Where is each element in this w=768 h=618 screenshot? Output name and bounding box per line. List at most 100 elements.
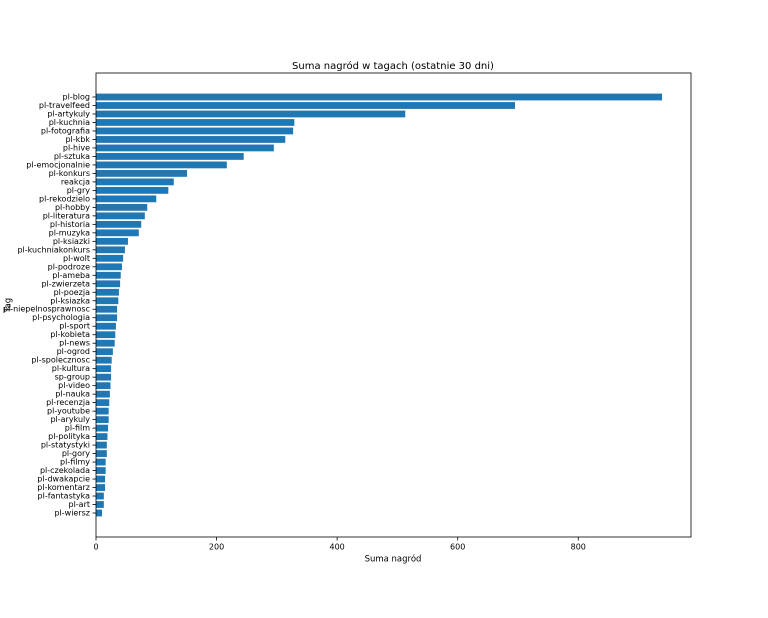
bar — [96, 390, 110, 398]
y-axis-label: Tag — [4, 298, 14, 313]
bar — [96, 365, 112, 373]
bar — [96, 433, 108, 440]
y-tick-label: pl-hobby — [55, 203, 90, 212]
bar — [96, 186, 169, 194]
plot-frame — [95, 72, 692, 538]
bar — [96, 178, 174, 186]
y-tick-label: pl-czekolada — [40, 466, 90, 475]
x-tick-label: 200 — [209, 543, 224, 552]
y-tick-label: sp-group — [55, 373, 90, 382]
bar — [96, 475, 106, 483]
bar — [96, 102, 515, 109]
bar — [96, 297, 119, 305]
y-tick-label: pl-komentarz — [37, 483, 90, 492]
bar — [96, 339, 115, 347]
y-tick-label: pl-historia — [50, 220, 90, 229]
bar — [96, 356, 112, 364]
y-tick-label: pl-psychologia — [32, 313, 90, 322]
bar — [96, 348, 113, 356]
bar — [96, 484, 106, 491]
bar — [96, 229, 139, 237]
y-tick-label: pl-kultura — [52, 364, 90, 373]
bar — [96, 382, 111, 390]
y-tick-label: pl-gory — [62, 449, 90, 458]
x-tick-label: 600 — [450, 543, 465, 552]
y-tick-label: pl-ksiazki — [53, 237, 90, 246]
y-tick-label: pl-ameba — [52, 271, 90, 280]
bar — [96, 467, 106, 474]
bar — [96, 127, 294, 135]
bar — [96, 288, 119, 296]
bar — [96, 458, 106, 466]
bar — [96, 373, 112, 381]
y-tick-label: pl-art — [68, 500, 90, 509]
y-tick-label: pl-niepelnosprawnosc — [3, 305, 90, 314]
y-tick-label: pl-arykuly — [50, 415, 90, 424]
x-tick-label: 800 — [571, 543, 586, 552]
y-tick-label: pl-wolt — [63, 254, 90, 263]
chart-title: Suma nagród w tagach (ostatnie 30 dni) — [292, 60, 494, 72]
y-tick-label: pl-polityka — [48, 432, 90, 441]
bar — [96, 246, 125, 254]
bar — [96, 305, 118, 313]
y-tick-label: pl-artykuly — [47, 109, 90, 118]
y-tick-label: pl-statystyki — [41, 441, 90, 450]
x-tick-label: 400 — [329, 543, 344, 552]
bar — [96, 399, 110, 407]
y-tick-label: pl-sport — [59, 322, 90, 331]
y-tick-label: pl-konkurs — [49, 169, 90, 178]
bar — [96, 195, 157, 203]
y-tick-label: pl-hive — [63, 143, 90, 152]
bar — [96, 322, 116, 330]
bar — [96, 110, 406, 118]
bar — [96, 424, 109, 432]
bar — [96, 237, 128, 245]
bar — [96, 501, 104, 508]
y-tick-label: pl-nauka — [55, 390, 90, 399]
bar — [96, 407, 109, 415]
bar — [96, 203, 148, 211]
x-tick-label: 0 — [93, 543, 98, 552]
y-tick-label: pl-sztuka — [54, 152, 90, 161]
y-tick-label: pl-news — [59, 339, 90, 348]
y-tick-label: pl-podroze — [48, 262, 90, 271]
bar — [96, 153, 244, 160]
bar — [96, 441, 107, 449]
y-tick-label: pl-kbk — [65, 135, 90, 144]
bar — [96, 314, 118, 322]
y-tick-label: pl-spolecznosc — [31, 356, 90, 365]
y-tick-label: pl-dwakapcie — [37, 475, 90, 484]
bar — [96, 263, 122, 271]
y-tick-label: pl-kobieta — [50, 330, 90, 339]
bar — [96, 492, 104, 500]
y-tick-label: pl-fantastyka — [38, 492, 91, 501]
bar — [96, 220, 142, 228]
y-tick-label: pl-video — [58, 381, 90, 390]
y-tick-label: pl-zwierzeta — [41, 279, 90, 288]
bar — [96, 331, 116, 339]
y-tick-label: pl-film — [65, 424, 90, 433]
bar — [96, 119, 295, 126]
bar — [96, 416, 109, 424]
y-tick-label: pl-ogrod — [57, 347, 90, 356]
bar — [96, 212, 145, 220]
bar — [96, 170, 188, 177]
bar — [96, 271, 121, 279]
y-tick-label: pl-kuchnia — [49, 118, 90, 127]
y-tick-label: pl-blog — [63, 93, 90, 102]
y-tick-label: pl-youtube — [47, 407, 90, 416]
y-tick-label: pl-literatura — [43, 211, 90, 220]
y-tick-label: pl-rekodzielo — [39, 194, 90, 203]
y-tick-label: pl-kuchniakonkurs — [17, 245, 90, 254]
bar — [96, 136, 286, 143]
bar — [96, 144, 274, 152]
bar — [96, 254, 124, 262]
y-tick-label: pl-muzyka — [49, 228, 90, 237]
bar — [96, 450, 107, 457]
y-tick-label: pl-poezja — [54, 288, 91, 297]
y-tick-label: pl-gry — [67, 186, 91, 195]
y-tick-label: pl-travelfeed — [39, 101, 90, 110]
y-tick-label: pl-filmy — [60, 458, 90, 467]
y-tick-label: pl-ksiazka — [50, 296, 90, 305]
